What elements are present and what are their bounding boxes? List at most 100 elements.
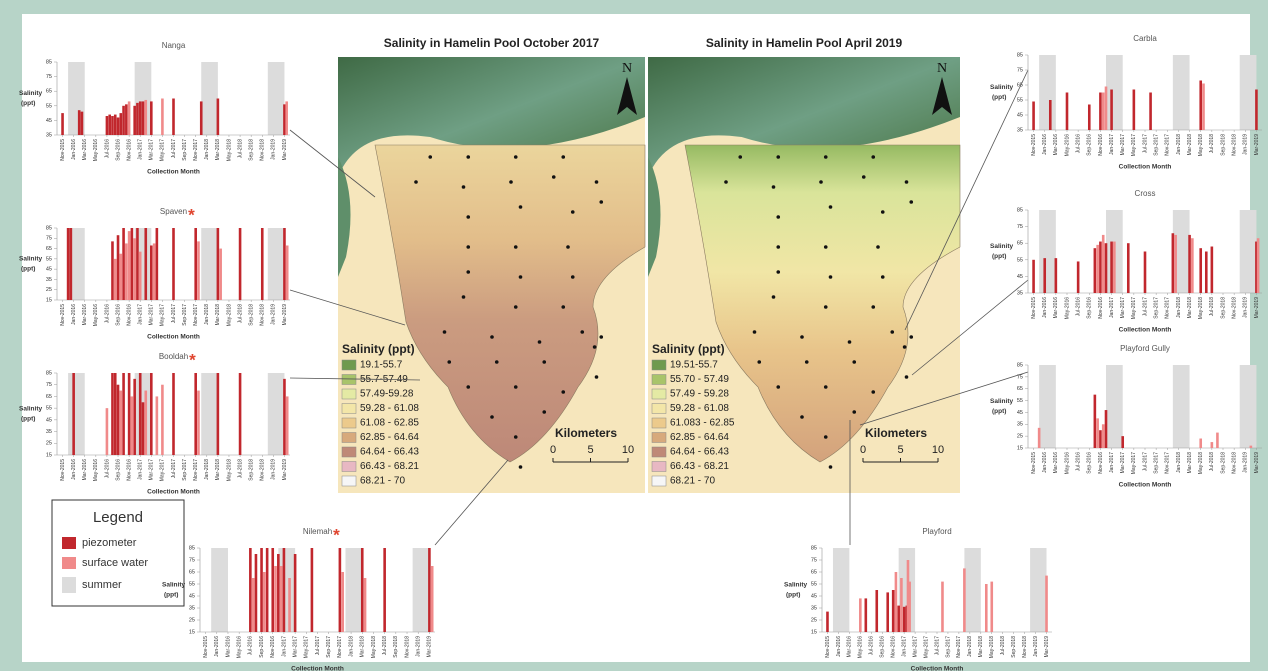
sample-site — [905, 180, 909, 184]
summer-band — [1106, 365, 1123, 448]
x-tick-label: Jan-2016 — [836, 636, 842, 657]
map-legend-label: 59.28 - 61.08 — [670, 403, 729, 414]
bar — [1211, 442, 1214, 448]
bar — [1102, 235, 1105, 293]
y-tick-label: 25 — [811, 617, 817, 623]
bar — [117, 385, 120, 455]
x-tick-label: Jul-2018 — [1209, 297, 1215, 316]
x-tick-label: Jan-2018 — [204, 139, 210, 160]
bar — [341, 572, 344, 632]
x-tick-label: Nov-2016 — [126, 304, 132, 326]
x-tick-label: Sep-2016 — [115, 459, 121, 481]
map-legend-label: 55.70 - 57.49 — [670, 374, 729, 385]
sample-site — [753, 330, 757, 334]
map-legend-swatch — [652, 389, 666, 399]
x-tick-label: Nov-2016 — [1098, 134, 1104, 156]
x-tick-label: Sep-2018 — [1220, 452, 1226, 474]
sample-site — [599, 200, 603, 204]
x-tick-label: Nov-2016 — [1098, 297, 1104, 319]
bar — [260, 548, 263, 632]
x-tick-label: May-2017 — [1131, 297, 1137, 319]
y-tick-label: 45 — [1017, 274, 1023, 280]
x-tick-label: May-2016 — [1064, 134, 1070, 156]
bar — [139, 101, 142, 135]
sample-site — [848, 340, 852, 344]
x-tick-label: May-2018 — [226, 459, 232, 481]
sample-site — [862, 175, 866, 179]
x-tick-label: May-2018 — [1198, 452, 1204, 474]
x-tick-label: Mar-2019 — [1254, 452, 1260, 474]
x-tick-label: Jul-2016 — [1075, 134, 1081, 153]
x-tick-label: Mar-2016 — [1053, 134, 1059, 156]
x-tick-label: Sep-2017 — [945, 636, 951, 658]
bar — [133, 106, 136, 135]
bar — [339, 548, 342, 632]
x-tick-label: Jul-2016 — [1075, 297, 1081, 316]
x-tick-label: Mar-2019 — [282, 459, 288, 481]
chart-title: Carbla — [1133, 34, 1157, 43]
legend-title: Legend — [93, 509, 143, 526]
x-axis-label: Collection Month — [147, 489, 200, 496]
bar — [78, 110, 81, 135]
bar — [144, 100, 147, 135]
map-legend-label: 61.083 - 62.85 — [670, 418, 735, 429]
bar — [1049, 100, 1052, 130]
bar — [990, 582, 993, 632]
x-tick-label: Mar-2019 — [282, 304, 288, 326]
y-axis-unit: (ppt) — [21, 266, 35, 273]
x-tick-label: Jul-2017 — [171, 304, 177, 323]
title-mark: * — [188, 205, 195, 224]
map-legend-label: 66.43 - 68.21 — [360, 461, 419, 472]
x-tick-label: Jan-2019 — [1243, 452, 1249, 473]
summer-band — [1039, 210, 1056, 293]
sample-site — [514, 245, 518, 249]
y-tick-label: 55 — [46, 256, 52, 262]
summer-band — [1173, 55, 1190, 130]
bar — [197, 391, 200, 455]
y-tick-label: 85 — [46, 59, 52, 65]
map-legend-swatch — [652, 418, 666, 428]
sample-site — [414, 180, 418, 184]
chart-title: Nilemah — [303, 527, 332, 536]
bar — [1045, 576, 1048, 632]
x-tick-label: Jul-2017 — [934, 636, 940, 655]
bar — [286, 396, 289, 455]
bar — [1257, 238, 1260, 293]
sample-site — [852, 360, 856, 364]
bar — [200, 101, 203, 135]
bar — [361, 548, 364, 632]
sample-site — [466, 385, 470, 389]
bar — [133, 379, 136, 455]
bar — [61, 113, 64, 135]
x-tick-label: Jan-2019 — [1243, 134, 1249, 155]
y-tick-label: 75 — [811, 557, 817, 563]
x-tick-label: Jan-2018 — [204, 304, 210, 325]
bar — [114, 259, 117, 300]
x-tick-label: Nov-2015 — [203, 636, 209, 658]
sample-site — [571, 275, 575, 279]
y-tick-label: 85 — [46, 225, 52, 231]
y-tick-label: 65 — [46, 394, 52, 400]
y-axis-label: Salinity — [990, 398, 1014, 405]
x-axis-label: Collection Month — [147, 169, 200, 176]
map-legend-swatch — [342, 360, 356, 370]
sample-site — [466, 245, 470, 249]
bar — [1096, 245, 1099, 293]
sample-site — [819, 180, 823, 184]
sample-site — [871, 305, 875, 309]
bar — [119, 391, 122, 455]
legend-label: surface water — [82, 557, 148, 569]
bar — [122, 228, 125, 300]
x-tick-label: Sep-2016 — [115, 139, 121, 161]
bar — [274, 566, 277, 632]
y-tick-label: 65 — [46, 89, 52, 95]
x-tick-label: Jul-2018 — [237, 459, 243, 478]
map-legend-swatch — [652, 476, 666, 486]
x-tick-label: May-2018 — [1198, 134, 1204, 156]
bar — [194, 373, 197, 455]
bar — [139, 373, 142, 455]
x-tick-label: Mar-2017 — [912, 636, 918, 658]
y-tick-label: 55 — [46, 103, 52, 109]
bar — [1099, 430, 1102, 448]
bar — [1102, 424, 1105, 448]
